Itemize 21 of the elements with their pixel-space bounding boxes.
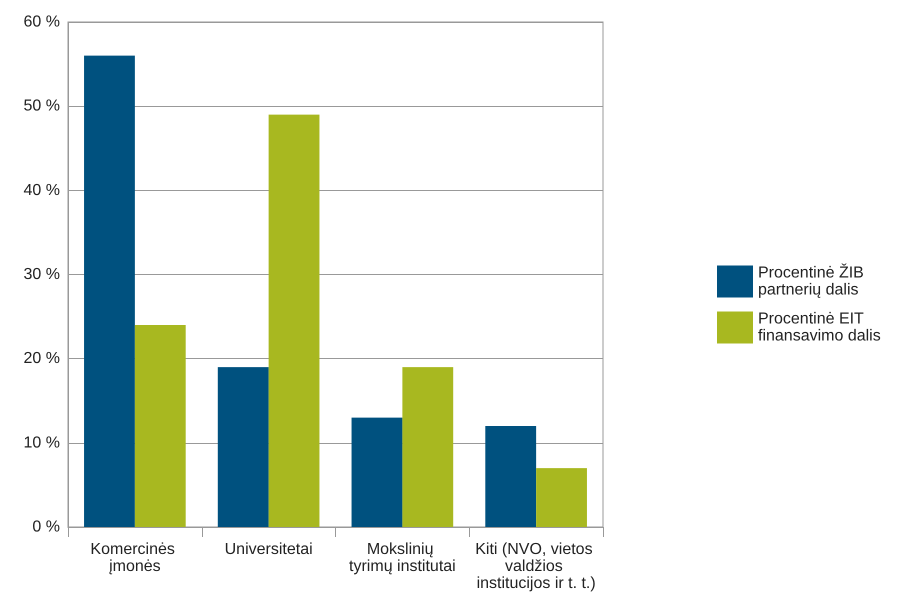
bar	[485, 426, 536, 527]
y-tick-label: 0 %	[32, 518, 60, 536]
x-tick-label: Universitetai	[224, 541, 313, 558]
bar	[134, 325, 186, 527]
y-tick-label: 10 %	[24, 434, 60, 452]
bar	[218, 367, 269, 527]
y-tick-label: 20 %	[24, 350, 60, 368]
bar	[536, 468, 587, 527]
y-tick-label: 30 %	[24, 266, 60, 283]
bar	[402, 367, 454, 527]
legend-label: Procentinė ŽIB partnerių dalis	[758, 264, 868, 298]
y-tick-label: 40 %	[24, 182, 60, 199]
y-tick-label: 50 %	[24, 98, 60, 115]
x-tick-label: Kiti (NVO, vietos valdžios institucijos ir t. t.)	[475, 541, 598, 592]
y-tick-label: 60 %	[24, 14, 60, 30]
x-tick-label: Komercinės įmonės	[90, 541, 180, 575]
bar	[84, 56, 135, 527]
x-tick-label: Mokslinių tyrimų institutai	[349, 541, 456, 575]
bar	[268, 114, 320, 527]
bar	[352, 418, 402, 527]
legend-label: Procentinė EIT finansavimo dalis	[758, 310, 881, 344]
